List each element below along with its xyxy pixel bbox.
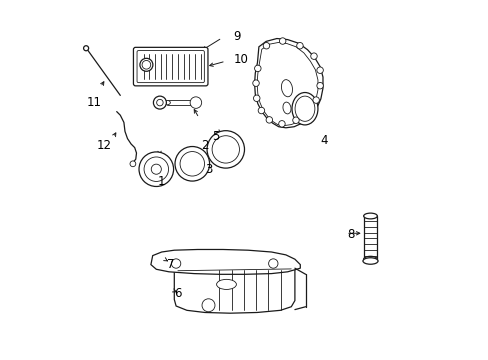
Circle shape [265, 117, 272, 123]
Ellipse shape [281, 80, 292, 97]
FancyBboxPatch shape [133, 48, 207, 86]
Ellipse shape [363, 213, 377, 219]
Text: 7: 7 [166, 258, 174, 271]
Text: 11: 11 [86, 96, 102, 109]
Circle shape [296, 42, 303, 49]
Circle shape [142, 60, 150, 69]
Circle shape [279, 38, 285, 44]
Circle shape [180, 152, 204, 176]
FancyBboxPatch shape [137, 51, 204, 83]
Circle shape [151, 164, 161, 174]
Circle shape [175, 147, 209, 181]
Ellipse shape [363, 256, 377, 262]
Circle shape [263, 42, 269, 49]
Circle shape [153, 96, 166, 109]
Circle shape [292, 117, 299, 123]
Circle shape [253, 95, 260, 102]
Text: 10: 10 [233, 53, 248, 66]
Circle shape [206, 131, 244, 168]
Polygon shape [257, 42, 317, 126]
Circle shape [144, 157, 168, 181]
Text: 3: 3 [204, 163, 212, 176]
Ellipse shape [362, 258, 377, 264]
Text: 1: 1 [158, 175, 165, 188]
Circle shape [310, 53, 317, 59]
Polygon shape [151, 249, 300, 274]
Circle shape [258, 107, 264, 114]
Circle shape [304, 109, 310, 116]
Ellipse shape [216, 279, 236, 289]
Circle shape [252, 80, 259, 86]
Ellipse shape [283, 102, 290, 114]
Circle shape [278, 121, 285, 127]
Ellipse shape [291, 93, 317, 125]
Circle shape [190, 97, 201, 108]
Circle shape [171, 259, 181, 268]
Polygon shape [254, 39, 322, 128]
Text: 2: 2 [201, 139, 208, 152]
Circle shape [83, 46, 88, 51]
Text: 8: 8 [346, 228, 354, 240]
Circle shape [139, 152, 173, 186]
Circle shape [130, 161, 136, 167]
Text: 12: 12 [97, 139, 111, 152]
Circle shape [268, 259, 277, 268]
Polygon shape [174, 266, 294, 313]
Circle shape [202, 299, 215, 312]
Circle shape [140, 58, 153, 71]
Text: 4: 4 [319, 134, 327, 147]
Text: 5: 5 [212, 130, 219, 143]
Text: 9: 9 [233, 30, 241, 42]
Circle shape [156, 99, 163, 106]
Circle shape [316, 67, 323, 73]
Circle shape [312, 97, 319, 103]
Text: 6: 6 [174, 287, 181, 300]
Ellipse shape [163, 100, 170, 105]
Ellipse shape [192, 100, 199, 105]
Circle shape [254, 65, 261, 72]
Circle shape [316, 82, 323, 89]
Ellipse shape [294, 96, 314, 121]
Circle shape [212, 136, 239, 163]
